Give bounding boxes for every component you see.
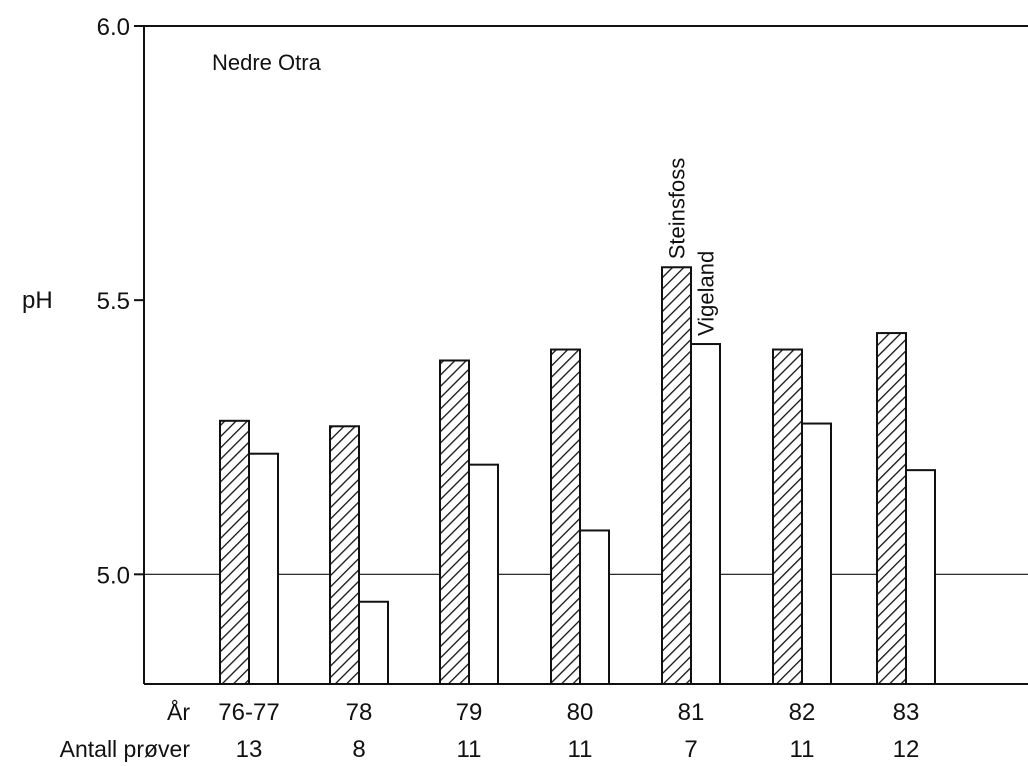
samples-row-label: Antall prøver <box>60 736 191 762</box>
bar-steinsfoss-79 <box>439 359 470 685</box>
series-label-steinsfoss: Steinsfoss <box>665 158 690 260</box>
sample-count-79: 11 <box>457 736 482 763</box>
bar-steinsfoss-83 <box>876 332 907 685</box>
bar-vigeland-80 <box>579 529 610 686</box>
year-row-label: År <box>167 698 190 725</box>
series-label-vigeland: Vigeland <box>694 251 719 336</box>
y-tick-label-2: 6.0 <box>97 14 130 41</box>
bar-steinsfoss-80 <box>550 348 581 685</box>
y-tick-label-1: 5.5 <box>97 288 130 315</box>
sample-count-80: 11 <box>568 736 593 763</box>
x-tick-label-76-77: 76-77 <box>218 699 279 726</box>
bar-vigeland-76-77 <box>248 452 279 686</box>
x-tick-label-82: 82 <box>789 699 816 726</box>
bar-steinsfoss-76-77 <box>219 419 250 685</box>
sample-count-82: 11 <box>790 736 815 763</box>
x-tick-label-78: 78 <box>346 699 373 726</box>
bar-steinsfoss-78 <box>329 425 360 685</box>
x-tick-label-83: 83 <box>893 699 920 726</box>
y-axis-label: pH <box>22 287 53 314</box>
bar-steinsfoss-81 <box>661 266 692 685</box>
y-ticks: 5.0 5.5 6.0 <box>97 14 144 589</box>
x-tick-label-81: 81 <box>678 699 705 726</box>
y-tick-label-0: 5.0 <box>97 562 130 589</box>
chart-title: Nedre Otra <box>212 50 322 75</box>
bar-vigeland-79 <box>468 463 499 685</box>
bars <box>219 266 936 686</box>
x-tick-labels: 76-77 78 79 80 81 82 83 <box>218 699 919 726</box>
bar-vigeland-83 <box>905 469 936 685</box>
sample-count-83: 12 <box>893 736 920 763</box>
x-tick-label-79: 79 <box>456 699 483 726</box>
sample-count-76-77: 13 <box>236 736 263 763</box>
sample-count-labels: 13 8 11 11 7 11 12 <box>236 736 920 763</box>
bar-steinsfoss-82 <box>772 348 803 685</box>
bar-vigeland-81 <box>690 343 721 685</box>
sample-count-78: 8 <box>352 736 365 763</box>
sample-count-81: 7 <box>684 736 697 763</box>
bar-vigeland-78 <box>358 600 389 685</box>
x-tick-label-80: 80 <box>567 699 594 726</box>
bar-vigeland-82 <box>801 422 832 685</box>
